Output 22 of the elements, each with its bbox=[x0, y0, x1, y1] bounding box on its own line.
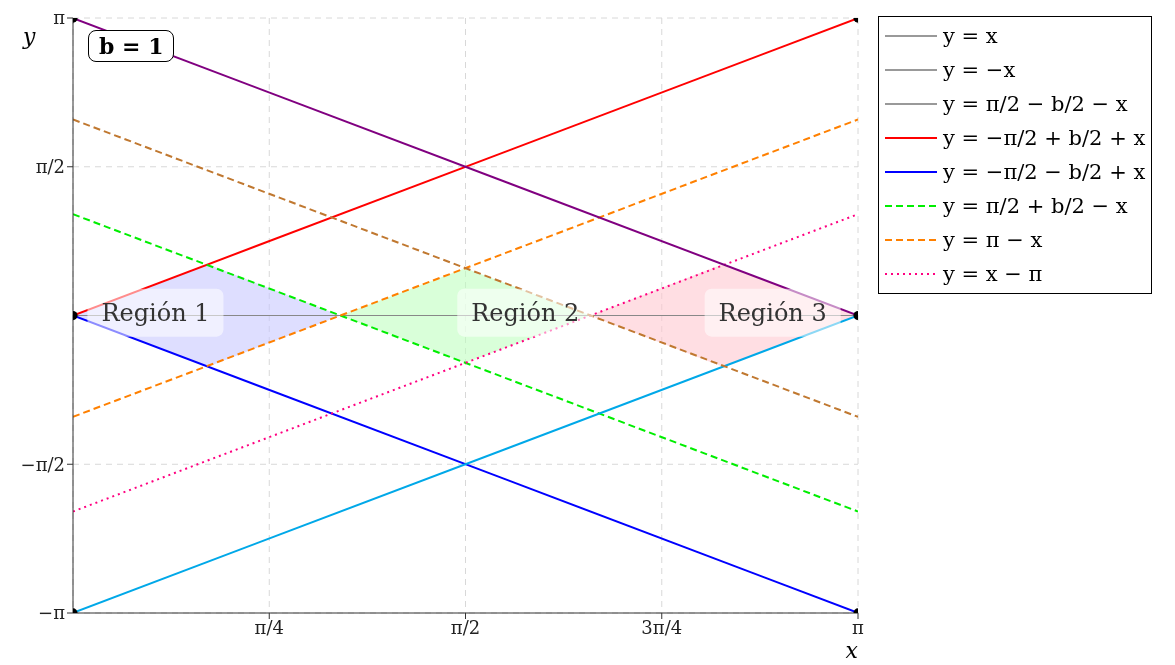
legend-label: y = x bbox=[943, 24, 998, 48]
annotation: Región 1 bbox=[101, 298, 210, 327]
legend-label: y = −x bbox=[943, 58, 1016, 82]
y-axis-title: y bbox=[22, 23, 36, 49]
y-tick-label: π bbox=[53, 7, 66, 29]
x-tick-label: π/4 bbox=[254, 616, 284, 638]
annotation: b = 1 bbox=[88, 30, 175, 62]
legend-label: y = x − π bbox=[943, 262, 1043, 286]
x-tick-label: π bbox=[852, 616, 865, 638]
y-tick-label: −π bbox=[38, 602, 66, 624]
y-tick-label: −π/2 bbox=[20, 453, 65, 475]
legend-label: y = −π/2 − b/2 + x bbox=[943, 160, 1146, 184]
annotation: Región 2 bbox=[471, 298, 580, 327]
x-tick-label: π/2 bbox=[450, 616, 481, 638]
legend-label: y = −π/2 + b/2 + x bbox=[943, 126, 1146, 150]
legend-label: y = π/2 + b/2 − x bbox=[943, 194, 1128, 218]
x-tick-label: 3π/4 bbox=[641, 616, 683, 638]
legend-label: y = π − x bbox=[943, 228, 1043, 252]
annotation: Región 3 bbox=[718, 298, 827, 327]
y-tick-label: π/2 bbox=[35, 156, 65, 178]
x-axis-title: x bbox=[845, 638, 859, 663]
legend-label: y = π/2 − b/2 − x bbox=[943, 92, 1128, 116]
